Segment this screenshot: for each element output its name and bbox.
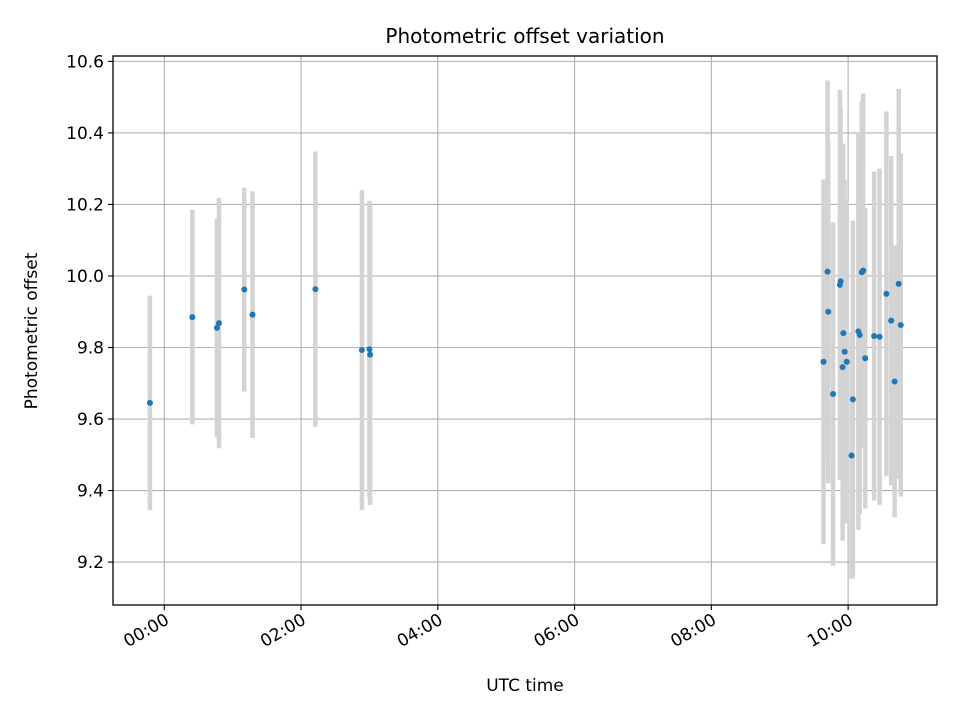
data-point (897, 321, 904, 328)
y-tick-label: 10.6 (66, 52, 104, 72)
data-point (883, 290, 890, 297)
plot-frame (112, 55, 938, 606)
data-point (862, 355, 869, 362)
data-point (824, 268, 831, 275)
data-point (366, 346, 373, 353)
chart-title: Photometric offset variation (385, 24, 664, 48)
data-point (895, 280, 902, 287)
data-point (146, 399, 153, 406)
data-point (848, 452, 855, 459)
data-point (358, 346, 365, 353)
data-point (871, 333, 878, 340)
x-axis-label: UTC time (486, 676, 564, 696)
data-point (312, 286, 319, 293)
data-point (213, 324, 220, 331)
y-axis-ticks: 9.2 9.4 9.6 9.8 10.0 10.2 10.4 10.6 (66, 52, 113, 573)
y-tick-label: 9.6 (77, 410, 104, 430)
y-tick-label: 9.4 (77, 482, 104, 502)
data-point (856, 331, 863, 338)
data-point (839, 364, 846, 371)
data-point (891, 378, 898, 385)
y-tick-label: 9.2 (77, 553, 104, 573)
y-tick-label: 10.4 (66, 124, 104, 144)
data-point (189, 314, 196, 321)
data-point (249, 311, 256, 318)
data-point (840, 330, 847, 337)
data-point (367, 351, 374, 358)
y-tick-label: 9.8 (77, 338, 104, 358)
data-point (820, 358, 827, 365)
data-point (841, 348, 848, 355)
data-point (849, 396, 856, 403)
data-point (876, 333, 883, 340)
data-point (888, 317, 895, 324)
data-point (837, 278, 844, 285)
data-points (146, 267, 904, 459)
data-point (215, 320, 222, 327)
y-tick-label: 10.0 (66, 267, 104, 287)
y-tick-label: 10.2 (66, 195, 104, 215)
data-point (860, 267, 867, 274)
data-point (830, 390, 837, 397)
data-point (241, 286, 248, 293)
data-point (843, 358, 850, 365)
data-point (825, 308, 832, 315)
y-axis-label: Photometric offset (22, 252, 42, 409)
